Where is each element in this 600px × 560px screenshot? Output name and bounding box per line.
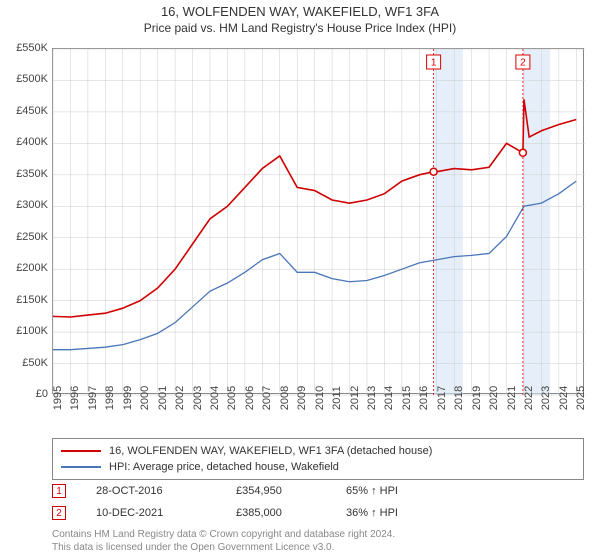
- x-tick-label: 2013: [366, 386, 378, 410]
- x-tick-label: 2015: [401, 386, 413, 410]
- sales-table: 1 28-OCT-2016 £354,950 65% ↑ HPI 2 10-DEC-202…: [52, 480, 584, 524]
- y-tick-label: £300K: [2, 199, 48, 211]
- sale-row: 1 28-OCT-2016 £354,950 65% ↑ HPI: [52, 480, 584, 502]
- x-tick-label: 2016: [418, 386, 430, 410]
- y-tick-label: £400K: [2, 136, 48, 148]
- y-tick-label: £250K: [2, 231, 48, 243]
- chart-area: £0£50K£100K£150K£200K£250K£300K£350K£400…: [52, 48, 584, 394]
- x-tick-label: 2004: [209, 386, 221, 410]
- title-block: 16, WOLFENDEN WAY, WAKEFIELD, WF1 3FA Pr…: [0, 0, 600, 35]
- title-address: 16, WOLFENDEN WAY, WAKEFIELD, WF1 3FA: [0, 4, 600, 19]
- x-tick-label: 2003: [192, 386, 204, 410]
- legend: 16, WOLFENDEN WAY, WAKEFIELD, WF1 3FA (d…: [52, 438, 584, 480]
- x-tick-label: 2023: [540, 386, 552, 410]
- legend-swatch-property: [61, 450, 101, 452]
- x-tick-label: 2006: [244, 386, 256, 410]
- x-tick-label: 2024: [558, 386, 570, 410]
- chart-container: 16, WOLFENDEN WAY, WAKEFIELD, WF1 3FA Pr…: [0, 0, 600, 560]
- y-tick-label: £450K: [2, 105, 48, 117]
- x-tick-label: 2002: [174, 386, 186, 410]
- y-tick-label: £0: [2, 388, 48, 400]
- sale-row: 2 10-DEC-2021 £385,000 36% ↑ HPI: [52, 502, 584, 524]
- x-tick-label: 2001: [157, 386, 169, 410]
- x-tick-label: 2007: [261, 386, 273, 410]
- x-tick-label: 1996: [69, 386, 81, 410]
- footer: Contains HM Land Registry data © Crown c…: [52, 528, 395, 554]
- sale-price: £354,950: [236, 485, 316, 497]
- sale-pct: 36% ↑ HPI: [346, 507, 446, 519]
- legend-label-property: 16, WOLFENDEN WAY, WAKEFIELD, WF1 3FA (d…: [109, 445, 432, 457]
- y-axis: £0£50K£100K£150K£200K£250K£300K£350K£400…: [2, 48, 48, 394]
- sale-marker-badge: 2: [52, 506, 66, 520]
- x-tick-label: 2014: [383, 386, 395, 410]
- y-tick-label: £200K: [2, 262, 48, 274]
- legend-swatch-hpi: [61, 466, 101, 468]
- x-tick-label: 2012: [349, 386, 361, 410]
- plot-frame: 12: [52, 48, 584, 394]
- y-tick-label: £150K: [2, 294, 48, 306]
- x-tick-label: 2018: [453, 386, 465, 410]
- legend-row-property: 16, WOLFENDEN WAY, WAKEFIELD, WF1 3FA (d…: [61, 443, 575, 459]
- x-tick-label: 2017: [436, 386, 448, 410]
- x-tick-label: 2010: [314, 386, 326, 410]
- x-tick-label: 2021: [506, 386, 518, 410]
- legend-label-hpi: HPI: Average price, detached house, Wake…: [109, 461, 339, 473]
- sale-marker-badge: 1: [52, 484, 66, 498]
- y-tick-label: £550K: [2, 42, 48, 54]
- sale-date: 10-DEC-2021: [96, 507, 206, 519]
- x-tick-label: 2009: [296, 386, 308, 410]
- sale-price: £385,000: [236, 507, 316, 519]
- x-tick-label: 2020: [488, 386, 500, 410]
- x-tick-label: 1997: [87, 386, 99, 410]
- x-tick-label: 1998: [104, 386, 116, 410]
- x-tick-label: 1995: [52, 386, 64, 410]
- svg-text:2: 2: [520, 58, 526, 69]
- footer-line2: This data is licensed under the Open Gov…: [52, 541, 395, 554]
- x-tick-label: 2000: [139, 386, 151, 410]
- y-tick-label: £50K: [2, 357, 48, 369]
- x-tick-label: 2005: [226, 386, 238, 410]
- y-tick-label: £100K: [2, 325, 48, 337]
- x-tick-label: 2022: [523, 386, 535, 410]
- sale-pct: 65% ↑ HPI: [346, 485, 446, 497]
- sale-date: 28-OCT-2016: [96, 485, 206, 497]
- svg-text:1: 1: [431, 58, 437, 69]
- x-tick-label: 2011: [331, 386, 343, 410]
- legend-row-hpi: HPI: Average price, detached house, Wake…: [61, 459, 575, 475]
- footer-line1: Contains HM Land Registry data © Crown c…: [52, 528, 395, 541]
- x-tick-label: 2025: [575, 386, 587, 410]
- y-tick-label: £500K: [2, 73, 48, 85]
- x-axis: 1995199619971998199920002001200220032004…: [52, 394, 584, 434]
- x-tick-label: 1999: [122, 386, 134, 410]
- title-subtitle: Price paid vs. HM Land Registry's House …: [0, 19, 600, 35]
- y-tick-label: £350K: [2, 168, 48, 180]
- x-tick-label: 2019: [471, 386, 483, 410]
- x-tick-label: 2008: [279, 386, 291, 410]
- plot-svg: 12: [53, 49, 583, 393]
